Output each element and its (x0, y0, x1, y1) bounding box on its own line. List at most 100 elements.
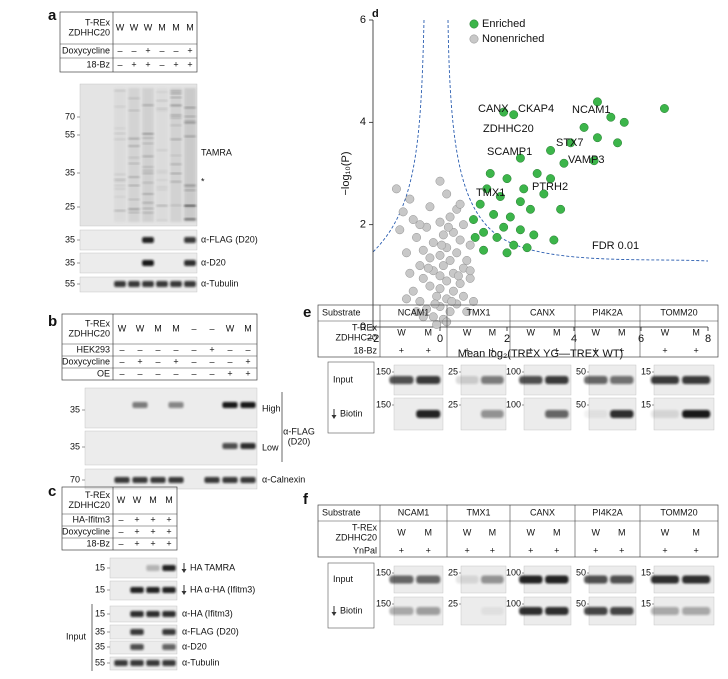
band (142, 155, 154, 158)
data-point (437, 240, 447, 250)
cell: – (191, 356, 196, 366)
band (142, 166, 154, 168)
band (682, 376, 711, 384)
condition-table (61, 313, 258, 381)
band (114, 281, 126, 287)
blot-label: Input (333, 374, 354, 384)
band (170, 204, 182, 207)
band (184, 218, 196, 220)
cell: + (166, 538, 171, 548)
data-point (405, 194, 415, 204)
band (128, 109, 140, 112)
size-marker: 70 (65, 111, 75, 121)
substrate-name: NCAM1 (398, 307, 430, 317)
arrow-head (331, 415, 337, 419)
data-point (402, 248, 411, 258)
size-marker: 150 (376, 598, 391, 608)
data-point (448, 286, 458, 296)
cell: – (155, 356, 160, 366)
cell: M (692, 527, 700, 537)
data-point (435, 284, 445, 294)
blot (79, 252, 198, 274)
panel-label: c (48, 483, 56, 500)
panel-label: e (303, 304, 311, 321)
band (162, 629, 176, 635)
band (128, 162, 140, 165)
band (142, 132, 154, 135)
size-marker: 15 (641, 366, 651, 376)
data-point (509, 110, 519, 120)
band (162, 565, 176, 571)
cell: – (209, 368, 214, 378)
blot-label: α-HA (Ifitm3) (182, 608, 233, 618)
cell: + (209, 344, 214, 354)
blot-label: TAMRA (201, 147, 232, 157)
data-point (556, 204, 566, 214)
band (156, 179, 168, 181)
cell: M (424, 327, 432, 337)
band (162, 611, 176, 617)
cell: – (118, 526, 123, 536)
row-label: ZDHHC20 (68, 328, 110, 338)
band (519, 376, 543, 384)
cell: + (134, 526, 139, 536)
band (222, 477, 238, 483)
cell: – (155, 344, 160, 354)
band (416, 376, 441, 384)
band (156, 188, 168, 191)
band (170, 105, 182, 107)
band (455, 376, 479, 384)
blot-label: α-D20 (201, 257, 226, 267)
cell: W (397, 327, 406, 337)
data-point (482, 184, 492, 194)
data-point (606, 112, 616, 122)
blot-label: Biotin (340, 408, 363, 418)
x-tick-label: 2 (504, 333, 510, 345)
row-label: Substrate (322, 307, 361, 317)
band (389, 575, 414, 584)
cell: + (145, 45, 150, 55)
band (162, 644, 176, 650)
band (170, 92, 182, 95)
size-marker: 150 (376, 399, 391, 409)
band (481, 607, 504, 615)
cell: + (619, 545, 624, 555)
cell: – (227, 344, 232, 354)
band (142, 193, 154, 195)
size-marker: 25 (65, 201, 75, 211)
band (156, 91, 168, 93)
band (481, 575, 504, 584)
data-point (526, 204, 535, 214)
band (128, 208, 140, 210)
band (114, 210, 126, 212)
legend-label: Nonenriched (482, 33, 544, 45)
band (222, 443, 238, 449)
blot-label: α-Calnexin (262, 474, 305, 484)
band (682, 575, 711, 584)
cell: W (117, 495, 126, 505)
band (146, 660, 160, 666)
band (114, 660, 128, 666)
cell: + (593, 345, 598, 355)
band (130, 587, 144, 593)
band (545, 575, 569, 584)
data-point (455, 199, 465, 209)
lane-smear (142, 88, 154, 222)
data-point (459, 220, 468, 230)
band (545, 607, 569, 615)
data-point (428, 312, 438, 322)
cell: + (528, 345, 533, 355)
lane-smear (128, 88, 140, 222)
data-point (505, 212, 515, 222)
cell: + (694, 545, 699, 555)
band (170, 138, 182, 141)
data-point (398, 207, 408, 217)
cell: W (130, 22, 139, 32)
row-label: ZDHHC20 (68, 27, 110, 37)
band (170, 163, 182, 165)
band (184, 205, 196, 207)
size-marker: 35 (70, 441, 80, 451)
band (610, 575, 634, 584)
cell: W (527, 327, 536, 337)
